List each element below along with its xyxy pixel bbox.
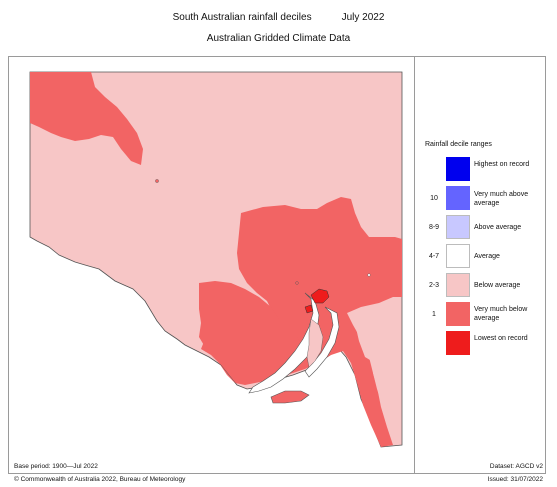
legend-label-lowest: Lowest on record: [474, 335, 528, 342]
map-subtitle: Australian Gridded Climate Data: [206, 33, 351, 44]
legend-label-below: Below average: [474, 282, 521, 289]
legend-title: Rainfall decile ranges: [425, 141, 492, 148]
se-below-average-pocket: [353, 309, 395, 363]
legend-range-2-3: 2-3: [428, 282, 440, 289]
title-text: South Australian rainfall deciles: [172, 12, 312, 23]
lowest-on-record-patch-1: [310, 288, 330, 304]
legend-swatch-very-much-above: [446, 186, 470, 210]
map-title: South Australian rainfall deciles July 20…: [0, 12, 557, 23]
copyright-note: © Commonwealth of Australia 2022, Bureau…: [14, 476, 186, 483]
legend-label-above: Above average: [474, 224, 522, 231]
legend-range-8-9: 8-9: [428, 224, 440, 231]
lowest-on-record-patch-2: [304, 304, 314, 314]
legend-swatch-below: [446, 273, 470, 297]
yorke-peninsula: [306, 318, 324, 368]
island-dot-3: [367, 273, 371, 277]
kangaroo-island: [270, 390, 310, 404]
legend-label-very-much-above: Very much above average: [474, 191, 529, 207]
se-very-much-below: [201, 197, 402, 447]
footer-divider: [8, 473, 546, 474]
title-period: July 2022: [341, 12, 385, 23]
legend-label-average: Average: [474, 253, 500, 260]
eyre-peninsula-very-much-below: [199, 281, 305, 383]
legend-swatch-very-much-below: [446, 302, 470, 326]
legend-label-very-much-below: Very much below average: [474, 306, 528, 322]
coastline-detail: [98, 268, 238, 386]
rainfall-map: [29, 71, 403, 448]
legend-range-1: 1: [432, 311, 436, 318]
legend-range-4-7: 4-7: [428, 253, 440, 260]
se-coast-below-average: [373, 369, 397, 407]
legend-range-10: 10: [430, 195, 438, 202]
nw-very-much-below: [30, 72, 143, 165]
legend-swatch-average: [446, 244, 470, 268]
dataset-note: Dataset: AGCD v2: [489, 463, 543, 470]
gulf-st-vincent: [304, 306, 340, 378]
legend-label-highest: Highest on record: [474, 161, 530, 168]
island-dot-1: [155, 179, 159, 183]
legend-divider: [414, 56, 415, 474]
legend-swatch-lowest: [446, 331, 470, 355]
legend-swatch-highest: [446, 157, 470, 181]
issued-date: Issued: 31/07/2022: [487, 476, 543, 483]
island-dot-2: [295, 281, 299, 285]
base-period-note: Base period: 1900—Jul 2022: [14, 463, 98, 470]
legend-swatch-above: [446, 215, 470, 239]
